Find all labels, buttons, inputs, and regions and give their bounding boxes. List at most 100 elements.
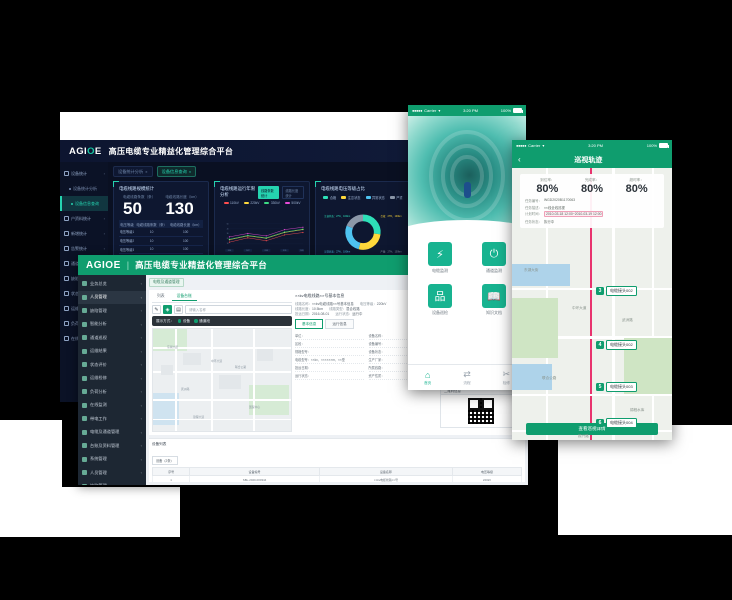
map-canvas[interactable]: 东湖大街 中环大道 武洲路 联合公路 锦程大道 国贸中心 [152, 328, 292, 432]
clock-label: 3:20 PM [463, 108, 478, 113]
card-title: 电缆线路运行年限分析 [220, 186, 256, 197]
dashboard-sidebar-item[interactable]: 户资料统计 › [60, 211, 108, 226]
breadcrumb-item[interactable]: 电缆及通道管理 [149, 278, 184, 287]
table-cell: 10 [134, 245, 169, 255]
app-shortcut[interactable]: ⏻ 通道监测 [476, 242, 512, 274]
admin-sidebar-item[interactable]: 在线监测 ‹ [78, 399, 146, 413]
radio-dot-icon [194, 319, 198, 323]
chevron-right-icon: › [103, 171, 105, 176]
table-row: 电压等级1 10 100 [119, 228, 203, 237]
map-label: 振兴路 [578, 434, 589, 438]
legend-item: 严重 [389, 195, 403, 200]
tab-检修[interactable]: ✂ 检修 [487, 365, 526, 390]
app-shortcut[interactable]: 📖 知识文档 [476, 284, 512, 316]
edit-tool-icon[interactable]: ✎ [152, 305, 161, 314]
map-marker[interactable]: 3 电缆接头002 [596, 286, 637, 296]
admin-sidebar-item[interactable]: 运维检修 ‹ [78, 372, 146, 386]
chevron-icon: ‹ [141, 484, 142, 485]
close-icon[interactable]: ✕ [188, 169, 192, 174]
patrol-map[interactable]: 到位率： 80% 完成率： 80% 超时率： 80% 任务编号： WGD2020B11700… [512, 168, 672, 440]
map-water [512, 364, 552, 390]
svg-text:2016: 2016 [228, 250, 232, 252]
battery-percent-label: 100% [646, 143, 657, 148]
chevron-icon: ‹ [140, 375, 142, 381]
dashboard-sidebar-item[interactable]: 设备信息查询 [60, 196, 108, 211]
polygon-tool-icon[interactable]: ◈ [163, 305, 172, 314]
radio-device[interactable]: 设备 [177, 319, 190, 324]
tab-首页[interactable]: ⌂ 首页 [408, 365, 447, 390]
admin-sidebar-item[interactable]: 带电工作 ‹ [78, 412, 146, 426]
chart-toggle[interactable]: 线路条数统计 [257, 186, 280, 199]
info-key: 任务编号： [525, 199, 542, 204]
info-line: 任务描述： ××线全线巡视 [525, 205, 659, 210]
kpi-label: 超时率： [629, 178, 644, 182]
svg-text:10: 10 [227, 243, 229, 245]
map-marker[interactable]: 5 电缆接头003 [596, 382, 637, 392]
dashboard-sidebar-item[interactable]: 设备统计 › [60, 166, 108, 181]
dashboard-sidebar-item[interactable]: 告警统计 › [60, 241, 108, 256]
admin-sidebar-item[interactable]: 缺陷管理 ‹ [78, 480, 146, 485]
column-header: 电压等级 [451, 467, 523, 476]
radio-channel[interactable]: 通道段 [194, 319, 210, 324]
clock-label: 3:20 PM [588, 143, 603, 148]
view-detail-button[interactable]: 查看巡视详情 [526, 423, 658, 435]
tab-流程[interactable]: ⇄ 流程 [447, 365, 486, 390]
kpi: 超时率： 80% [614, 178, 659, 195]
chevron-icon: ‹ [140, 335, 142, 341]
logo-agi: AGI [86, 259, 106, 271]
map-label: 武洲路 [622, 318, 633, 322]
battery-icon [513, 108, 523, 113]
admin-sidebar-item[interactable]: 人员管理 ‹ [78, 290, 146, 304]
map-marker[interactable]: 4 电缆接头002 [596, 340, 637, 350]
admin-sidebar-item[interactable]: 状态评价 ‹ [78, 358, 146, 372]
sidebar-item-label: 缺陷管理 [90, 307, 107, 313]
admin-sidebar-item[interactable]: 负荷分析 ‹ [78, 385, 146, 399]
admin-sidebar-item[interactable]: 通道巡视 ‹ [78, 331, 146, 345]
bullet-icon [71, 202, 73, 205]
sidebar-item-label: 通道巡视 [90, 334, 107, 340]
app-shortcut[interactable]: 品设备巡检 [422, 284, 458, 316]
legend-swatch [264, 201, 270, 205]
admin-sidebar-item[interactable]: 系统管理 ‹ [78, 453, 146, 467]
dashboard-sidebar-item[interactable]: 设备统计分析 [60, 181, 108, 196]
admin-sidebar-item[interactable]: 智能分析 ‹ [78, 318, 146, 332]
map-road [512, 288, 672, 290]
detail-tab[interactable]: 基本信息 [295, 319, 324, 329]
admin-sidebar-item[interactable]: 电缆及通道管理 ‹ [78, 426, 146, 440]
detail-key: 投运日期： [295, 312, 312, 316]
map-tab[interactable]: 列表 [157, 294, 165, 298]
chevron-left-icon[interactable]: ‹ [518, 155, 521, 164]
dashboard-tab[interactable]: 设备统计分析 ✕ [113, 166, 153, 177]
chart-toggle[interactable]: 线路长度统计 [282, 186, 304, 199]
map-road [153, 419, 291, 421]
shortcut-label: 电缆监测 [432, 268, 448, 273]
admin-sidebar-item[interactable]: 缺陷管理 ‹ [78, 304, 146, 318]
table-cell: 10 [134, 236, 169, 246]
detail-value: 2016-08-01 [311, 312, 330, 316]
map-block [219, 375, 241, 389]
donut-chart: 注意状态：27%、100km 合格：27%、100km 异常状态：27%、100km… [324, 214, 401, 253]
map-search-input[interactable]: 请输入名称 [185, 305, 292, 314]
detail-tab[interactable]: 运行信息 [325, 319, 354, 329]
admin-sidebar-item[interactable]: 业务总览 ‹ [78, 277, 146, 291]
app-shortcut[interactable]: ⚡ 电缆监测 [422, 242, 458, 274]
table-row[interactable]: 1 SBL-2020-000344 ××kv电缆线路××号 220kV [151, 475, 523, 484]
dashboard-sidebar-item[interactable]: 新增统计 › [60, 226, 108, 241]
detail-value: ××kv电缆线路××号基本信息 [311, 302, 354, 306]
map-label: 国贸中心 [249, 405, 261, 409]
map-marker[interactable]: 6 电缆接头004 [596, 418, 637, 428]
logo-o: O [87, 145, 95, 157]
close-icon[interactable]: ✕ [145, 169, 148, 174]
admin-sidebar-item[interactable]: 运维结果 ‹ [78, 345, 146, 359]
map-road [253, 329, 255, 431]
display-mode-radio-group[interactable]: 展示方式： 设备 通道段 [152, 316, 292, 326]
layer-tool-icon[interactable]: ▤ [174, 305, 183, 314]
chevron-icon: ‹ [140, 389, 142, 395]
map-tab[interactable]: 设备台账 [171, 293, 197, 301]
admin-sidebar-item[interactable]: 台账及资料管理 ‹ [78, 439, 146, 453]
dashboard-tab[interactable]: 设备信息查询 ✕ [156, 166, 197, 177]
map-road [652, 168, 654, 440]
menu-item-icon [64, 216, 69, 221]
admin-sidebar-item[interactable]: 人员管理 ‹ [78, 466, 146, 480]
qrcode-image [468, 398, 494, 424]
